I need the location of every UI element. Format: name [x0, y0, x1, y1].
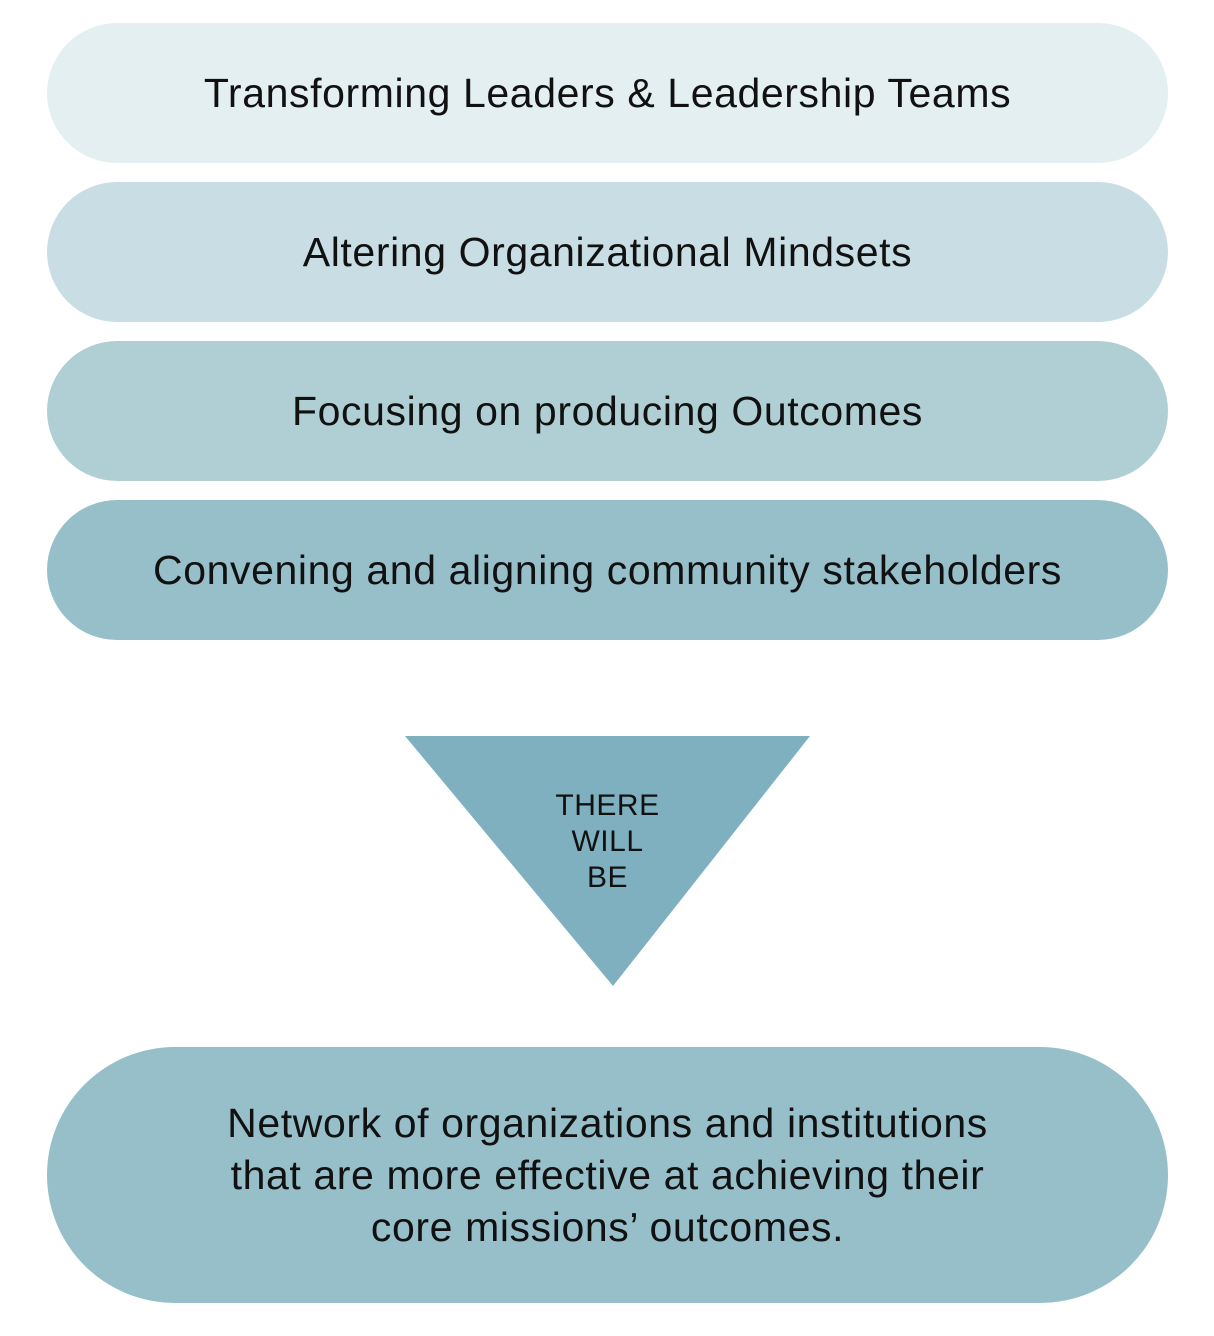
connector-line: THERE [555, 789, 660, 822]
stage-label: Transforming Leaders & Leadership Teams [203, 69, 1012, 116]
connector-text: THERE WILL BE [405, 788, 810, 896]
down-triangle-icon [405, 736, 810, 986]
stage-pill-convening-stakeholders: Convening and aligning community stakeho… [47, 500, 1168, 640]
stage-label: Convening and aligning community stakeho… [152, 546, 1063, 593]
stage-label: Focusing on producing Outcomes [291, 387, 924, 434]
triangle-shape [405, 736, 810, 986]
outcome-line: Network of organizations and institution… [227, 1100, 988, 1146]
stage-pill-altering-mindsets: Altering Organizational Mindsets [47, 182, 1168, 322]
outcome-text: Network of organizations and institution… [227, 1097, 988, 1253]
stage-label: Altering Organizational Mindsets [302, 228, 913, 275]
connector-line: BE [586, 861, 629, 894]
outcome-line: that are more effective at achieving the… [230, 1152, 985, 1198]
outcome-pill: Network of organizations and institution… [47, 1047, 1168, 1303]
down-triangle-connector: THERE WILL BE [405, 736, 810, 986]
outcome-line: core missions’ outcomes. [370, 1204, 845, 1250]
connector-line: WILL [571, 825, 644, 858]
stage-pill-transforming-leaders: Transforming Leaders & Leadership Teams [47, 23, 1168, 163]
stage-pill-focusing-outcomes: Focusing on producing Outcomes [47, 341, 1168, 481]
